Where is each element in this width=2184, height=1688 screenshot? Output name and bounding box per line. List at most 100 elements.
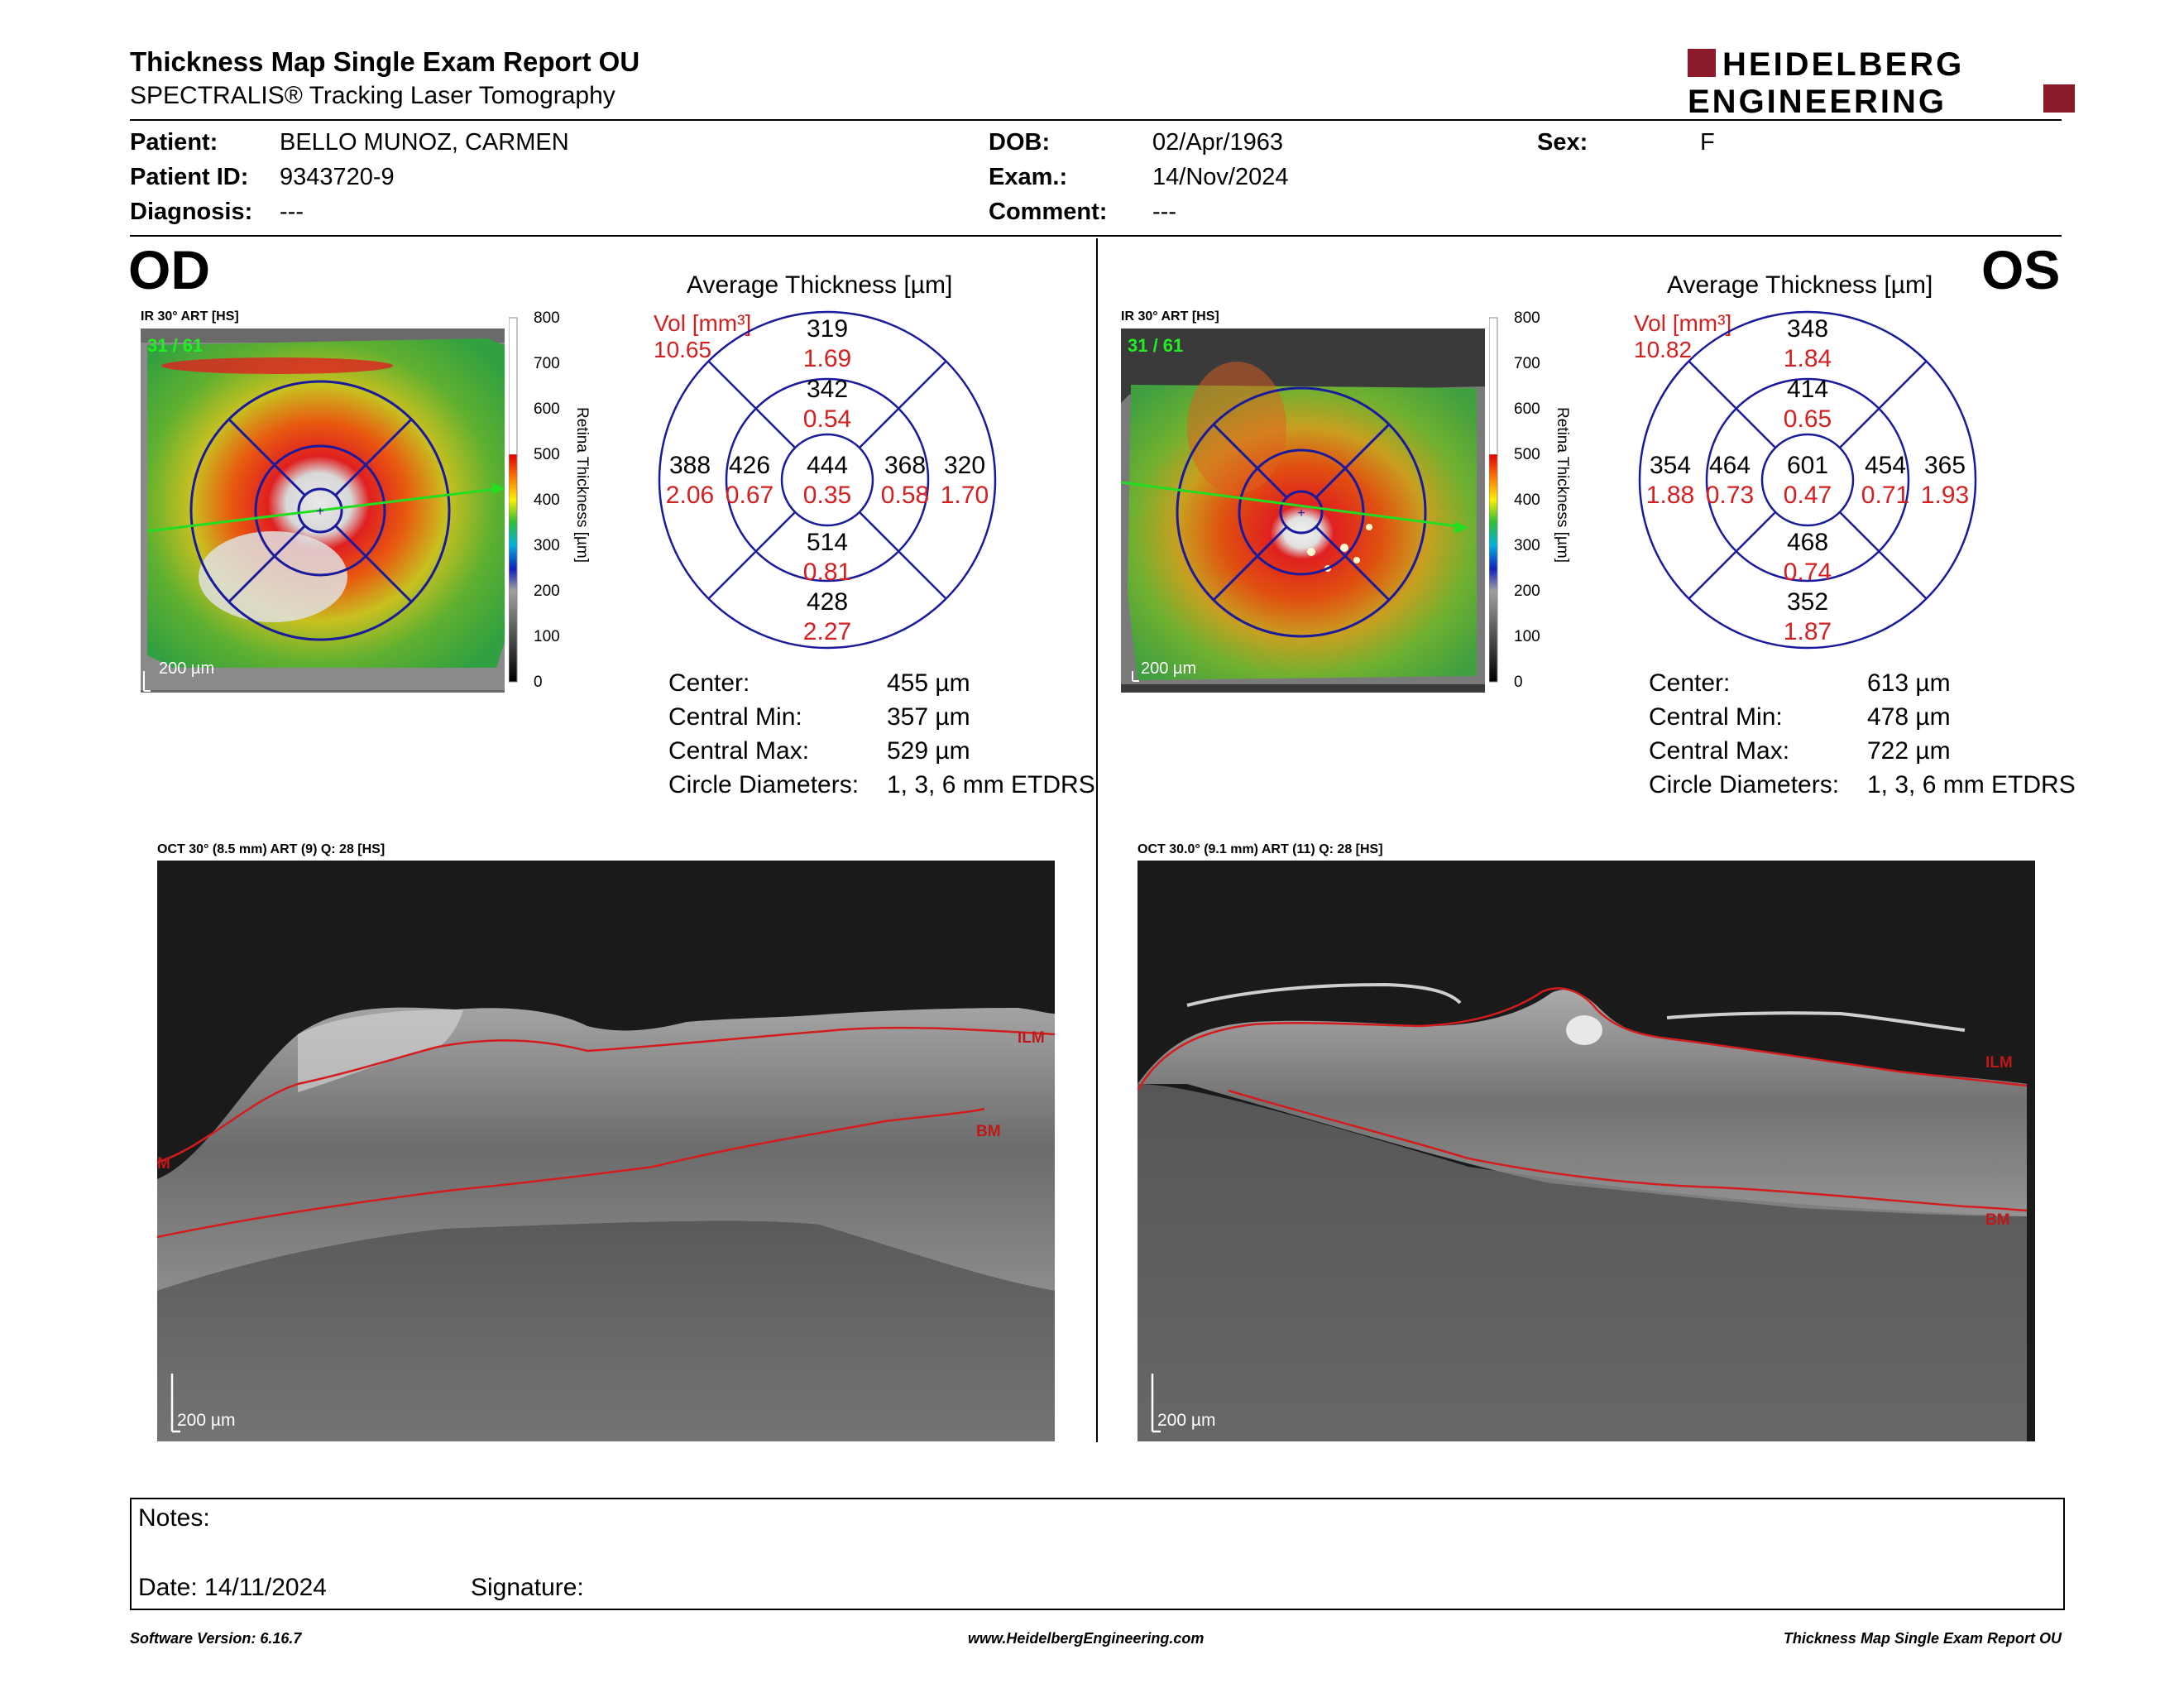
scale-tick: 0 [534, 674, 543, 691]
od-outer-temporal-thickness: 388 [669, 452, 711, 479]
report-subtitle: SPECTRALIS® Tracking Laser Tomography [130, 82, 615, 109]
od-central-min-value: 357 µm [887, 703, 970, 731]
os-inner-nasal-thickness: 454 [1865, 452, 1906, 479]
scale-tick: 600 [534, 400, 560, 418]
os-bm-label: BM [1985, 1211, 2010, 1229]
signature-field: Signature: [471, 1574, 584, 1601]
os-central-min-label: Central Min: [1649, 703, 1783, 731]
scale-axis-label: Retina Thickness [µm] [573, 407, 591, 563]
notes-box: Notes: Date: 14/11/2024 Signature: [130, 1498, 2065, 1610]
os-inner-temporal-volume: 0.73 [1706, 482, 1754, 509]
os-eye-label: OS [1981, 239, 2061, 300]
svg-text:+: + [1297, 506, 1305, 520]
scale-tick: 100 [1514, 628, 1540, 645]
os-inner-temporal-thickness: 464 [1709, 452, 1751, 479]
od-thickness-map: + 31 / 61 200 µm [141, 328, 505, 693]
od-central-max-label: Central Max: [668, 737, 810, 765]
od-etdrs-grid: 319 1.69 342 0.54 444 0.35 388 2.06 426 … [658, 310, 997, 650]
scale-tick: 300 [1514, 537, 1540, 554]
scale-tick: 200 [534, 583, 560, 600]
heidelberg-logo: HEIDELBERG ENGINEERING [1688, 46, 2075, 116]
od-inner-superior-volume: 0.54 [803, 405, 851, 433]
os-circle-diameters-label: Circle Diameters: [1649, 771, 1840, 798]
os-map-scalebar: 200 µm [1141, 659, 1196, 678]
od-center-label: Center: [668, 669, 750, 697]
od-inner-temporal-volume: 0.67 [726, 482, 774, 509]
os-color-scale: 800 700 600 500 400 300 200 100 0 Retina… [1489, 309, 1571, 691]
os-circle-diameters-value: 1, 3, 6 mm ETDRS [1867, 771, 2076, 798]
patient-label: Patient: [130, 129, 218, 156]
od-inner-nasal-thickness: 368 [884, 452, 926, 479]
scale-tick: 500 [534, 446, 560, 463]
od-circle-diameters-label: Circle Diameters: [668, 771, 860, 798]
od-outer-temporal-volume: 2.06 [666, 482, 714, 509]
os-outer-nasal-volume: 1.93 [1921, 482, 1969, 509]
scale-tick: 600 [1514, 400, 1540, 418]
od-vol-label: Vol [mm³] [654, 310, 752, 336]
os-inner-inferior-volume: 0.74 [1784, 559, 1832, 586]
os-ilm-label: ILM [1985, 1054, 2013, 1072]
os-avg-title: Average Thickness [µm] [1667, 271, 1933, 299]
os-inner-superior-volume: 0.65 [1784, 405, 1832, 433]
scale-tick: 200 [1514, 583, 1540, 600]
os-outer-inferior-volume: 1.87 [1784, 618, 1832, 645]
scale-tick: 500 [1514, 446, 1540, 463]
scale-tick: 800 [1514, 309, 1540, 327]
sex-value: F [1700, 129, 1715, 156]
od-center-thickness: 444 [807, 452, 848, 479]
website-link[interactable]: www.HeidelbergEngineering.com [968, 1630, 1205, 1647]
od-avg-title: Average Thickness [µm] [687, 271, 953, 299]
od-color-scale: 800 700 600 500 400 300 200 100 0 Retina… [509, 309, 591, 691]
os-frame-counter: 31 / 61 [1128, 335, 1183, 356]
sex-label: Sex: [1537, 129, 1588, 156]
eye-divider [1096, 238, 1098, 1442]
scale-tick: 300 [534, 537, 560, 554]
os-vol-label: Vol [mm³] [1634, 310, 1732, 336]
os-inner-inferior-thickness: 468 [1787, 529, 1828, 556]
od-outer-nasal-thickness: 320 [944, 452, 985, 479]
date-field: Date: 14/11/2024 [138, 1574, 327, 1601]
scale-tick: 0 [1514, 674, 1523, 691]
patient-rule [130, 235, 2062, 237]
scale-tick: 100 [534, 628, 560, 645]
notes-label: Notes: [138, 1504, 210, 1532]
logo-line2: ENGINEERING [1688, 84, 1947, 116]
od-outer-inferior-thickness: 428 [807, 588, 848, 616]
os-central-max-label: Central Max: [1649, 737, 1790, 765]
os-center-volume: 0.47 [1784, 482, 1832, 509]
exam-date: 14/Nov/2024 [1152, 164, 1289, 190]
os-oct-scalebar: 200 µm [1157, 1411, 1215, 1430]
os-central-min-value: 478 µm [1867, 703, 1951, 731]
od-vol-value: 10.65 [654, 337, 712, 362]
os-vol-value: 10.82 [1634, 337, 1693, 362]
scale-tick: 700 [1514, 355, 1540, 372]
scale-tick: 700 [534, 355, 560, 372]
os-outer-superior-thickness: 348 [1787, 315, 1828, 343]
os-center-value: 613 µm [1867, 669, 1951, 697]
os-outer-temporal-volume: 1.88 [1646, 482, 1694, 509]
os-outer-nasal-thickness: 365 [1924, 452, 1966, 479]
scale-axis-label: Retina Thickness [µm] [1554, 407, 1571, 563]
od-outer-inferior-volume: 2.27 [803, 618, 851, 645]
od-circle-diameters-value: 1, 3, 6 mm ETDRS [887, 771, 1095, 798]
od-inner-superior-thickness: 342 [807, 376, 848, 403]
os-oct-caption: OCT 30.0° (9.1 mm) ART (11) Q: 28 [HS] [1138, 842, 1383, 856]
od-outer-superior-volume: 1.69 [803, 345, 851, 372]
os-central-max-value: 722 µm [1867, 737, 1951, 765]
od-map-scalebar: 200 µm [159, 659, 214, 678]
od-inner-inferior-volume: 0.81 [803, 559, 851, 586]
exam-label: Exam.: [989, 164, 1068, 190]
dob-value: 02/Apr/1963 [1152, 129, 1284, 156]
od-inner-nasal-volume: 0.58 [881, 482, 929, 509]
od-ir-caption: IR 30° ART [HS] [141, 309, 239, 324]
od-oct-caption: OCT 30° (8.5 mm) ART (9) Q: 28 [HS] [157, 842, 386, 856]
footer-report-name: Thickness Map Single Exam Report OU [1783, 1630, 2062, 1647]
od-eye-label: OD [128, 239, 210, 300]
od-bm-label: BM [976, 1123, 1001, 1140]
od-outer-nasal-volume: 1.70 [941, 482, 989, 509]
od-central-min-label: Central Min: [668, 703, 802, 731]
os-center-label: Center: [1649, 669, 1731, 697]
os-outer-temporal-thickness: 354 [1650, 452, 1691, 479]
os-outer-inferior-thickness: 352 [1787, 588, 1828, 616]
od-central-max-value: 529 µm [887, 737, 970, 765]
